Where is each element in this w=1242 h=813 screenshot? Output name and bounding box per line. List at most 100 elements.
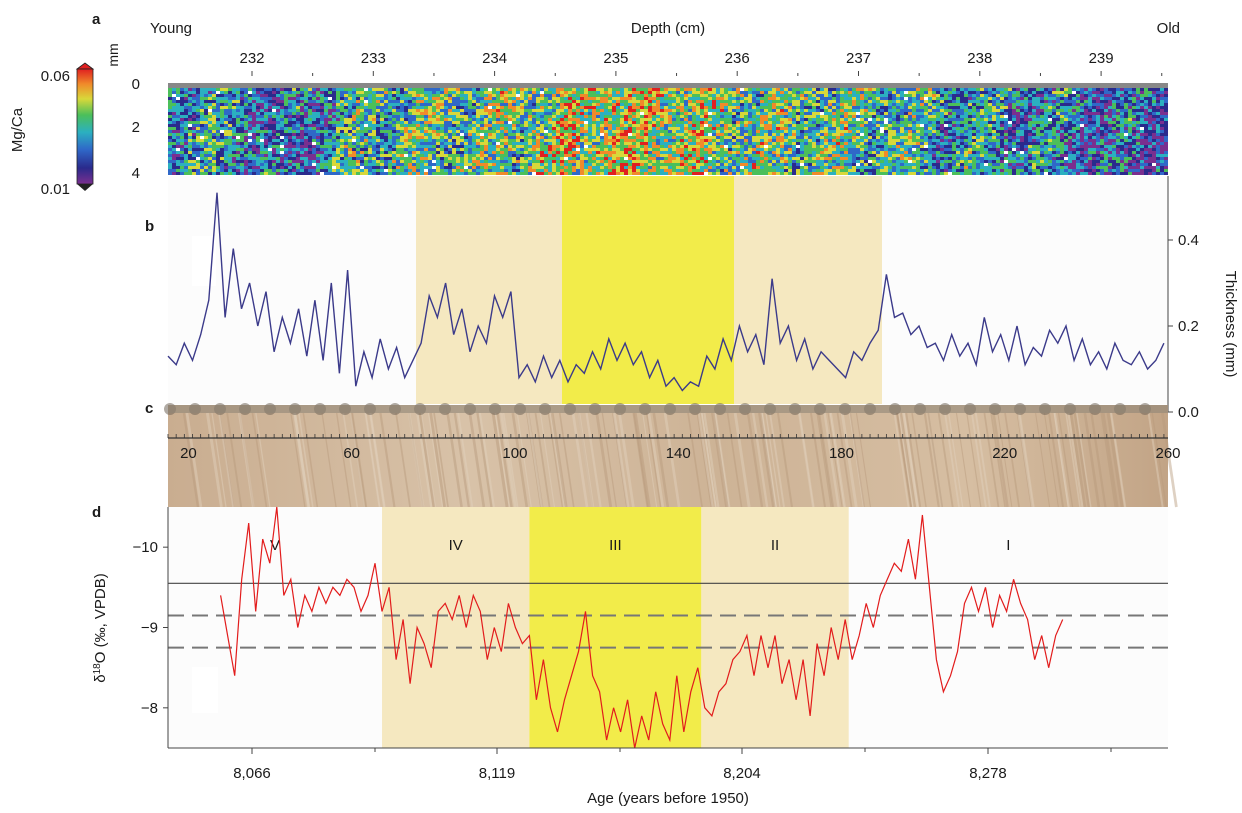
heatmap-cell — [752, 118, 756, 121]
heatmap-cell — [820, 163, 824, 166]
heatmap-cell — [384, 139, 388, 142]
heatmap-cell — [508, 124, 512, 127]
heatmap-cell — [656, 145, 660, 148]
heatmap-cell — [784, 88, 788, 91]
heatmap-cell — [524, 88, 528, 91]
heatmap-cell — [536, 133, 540, 136]
heatmap-cell — [672, 139, 676, 142]
heatmap-cell — [604, 169, 608, 172]
heatmap-cell — [352, 148, 356, 151]
heatmap-cell — [396, 142, 400, 145]
heatmap-cell — [512, 130, 516, 133]
heatmap-cell — [520, 133, 524, 136]
heatmap-cell — [324, 121, 328, 124]
heatmap-cell — [500, 145, 504, 148]
heatmap-cell — [680, 97, 684, 100]
heatmap-cell — [736, 115, 740, 118]
heatmap-cell — [360, 160, 364, 163]
heatmap-cell — [200, 127, 204, 130]
heatmap-cell — [500, 154, 504, 157]
heatmap-cell — [732, 169, 736, 172]
heatmap-cell — [280, 148, 284, 151]
heatmap-cell — [764, 112, 768, 115]
heatmap-cell — [524, 160, 528, 163]
heatmap-cell — [844, 118, 848, 121]
heatmap-cell — [600, 136, 604, 139]
heatmap-cell — [612, 163, 616, 166]
heatmap-cell — [556, 118, 560, 121]
heatmap-cell — [220, 106, 224, 109]
heatmap-cell — [708, 166, 712, 169]
heatmap-cell — [324, 139, 328, 142]
heatmap-cell — [784, 160, 788, 163]
heatmap-cell — [448, 94, 452, 97]
heatmap-cell — [792, 121, 796, 124]
heatmap-cell — [476, 169, 480, 172]
heatmap-cell — [824, 97, 828, 100]
heatmap-cell — [260, 103, 264, 106]
heatmap-cell — [224, 133, 228, 136]
heatmap-cell — [316, 103, 320, 106]
heatmap-cell — [244, 121, 248, 124]
heatmap-cell — [396, 166, 400, 169]
heatmap-cell — [192, 130, 196, 133]
heatmap-cell — [188, 88, 192, 91]
heatmap-cell — [692, 139, 696, 142]
heatmap-cell — [528, 166, 532, 169]
heatmap-cell — [544, 127, 548, 130]
heatmap-cell — [632, 100, 636, 103]
heatmap-cell — [772, 145, 776, 148]
heatmap-cell — [764, 160, 768, 163]
heatmap-cell — [680, 109, 684, 112]
heatmap-cell — [248, 106, 252, 109]
heatmap-cell — [396, 154, 400, 157]
heatmap-cell — [632, 154, 636, 157]
heatmap-cell — [492, 142, 496, 145]
heatmap-cell — [496, 145, 500, 148]
heatmap-cell — [464, 154, 468, 157]
heatmap-cell — [396, 169, 400, 172]
heatmap-cell — [552, 106, 556, 109]
heatmap-cell — [336, 160, 340, 163]
heatmap-cell — [208, 157, 212, 160]
heatmap-cell — [296, 91, 300, 94]
heatmap-cell — [388, 115, 392, 118]
heatmap-cell — [296, 142, 300, 145]
heatmap-cell — [784, 106, 788, 109]
heatmap-cell — [428, 142, 432, 145]
heatmap-cell — [744, 109, 748, 112]
heatmap-cell — [204, 124, 208, 127]
heatmap-cell — [752, 160, 756, 163]
heatmap-cell — [668, 157, 672, 160]
heatmap-cell — [588, 172, 592, 175]
heatmap-cell — [236, 172, 240, 175]
heatmap-cell — [624, 118, 628, 121]
heatmap-cell — [428, 109, 432, 112]
heatmap-cell — [776, 130, 780, 133]
heatmap-cell — [716, 91, 720, 94]
heatmap-cell — [388, 145, 392, 148]
heatmap-cell — [416, 157, 420, 160]
heatmap-cell — [652, 169, 656, 172]
heatmap-cell — [516, 154, 520, 157]
heatmap-cell — [196, 169, 200, 172]
heatmap-cell — [492, 163, 496, 166]
mgca-heatmap — [168, 83, 1168, 175]
heatmap-cell — [604, 97, 608, 100]
heatmap-cell — [676, 169, 680, 172]
heatmap-cell — [252, 160, 256, 163]
heatmap-cell — [296, 169, 300, 172]
heatmap-cell — [212, 160, 216, 163]
heatmap-cell — [428, 133, 432, 136]
heatmap-cell — [172, 100, 176, 103]
heatmap-cell — [460, 172, 464, 175]
heatmap-cell — [780, 133, 784, 136]
heatmap-cell — [640, 127, 644, 130]
heatmap-cell — [848, 139, 852, 142]
heatmap-cell — [828, 139, 832, 142]
heatmap-cell — [376, 172, 380, 175]
heatmap-cell — [492, 130, 496, 133]
heatmap-cell — [828, 169, 832, 172]
heatmap-cell — [744, 148, 748, 151]
heatmap-cell — [336, 151, 340, 154]
